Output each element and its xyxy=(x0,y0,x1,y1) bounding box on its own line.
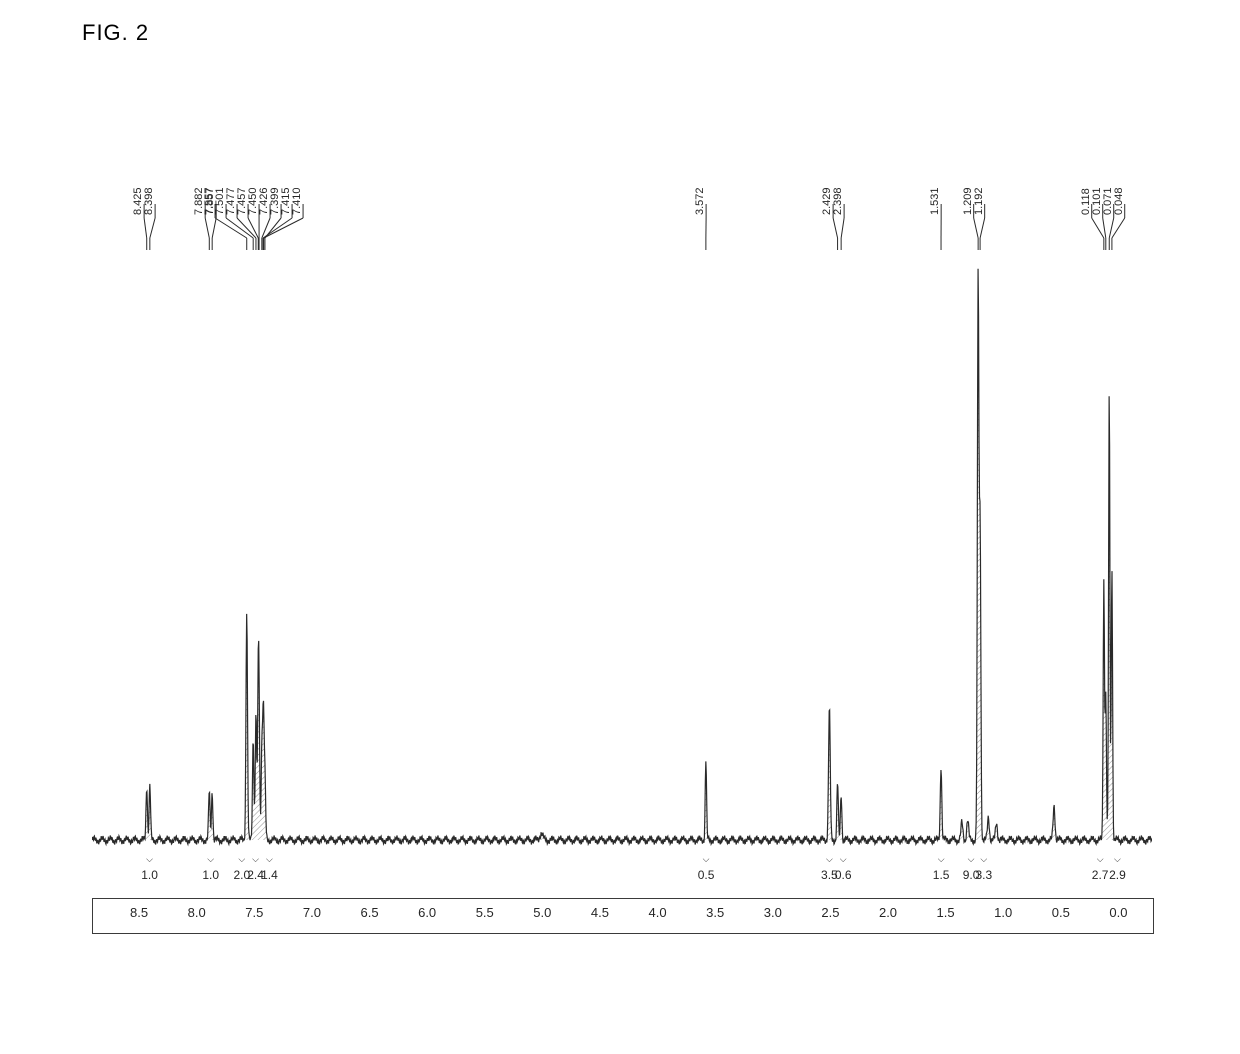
integral-bracket-icon: ⌵ xyxy=(1097,856,1104,862)
integral-value-label: 3.3 xyxy=(975,868,992,882)
x-axis-tick-label: 4.0 xyxy=(649,905,667,920)
peak-ppm-label: 7.410 xyxy=(292,187,303,215)
x-axis-tick-label: 8.0 xyxy=(188,905,206,920)
x-axis-tick-label: 4.5 xyxy=(591,905,609,920)
integral-bracket-icon: ⌵ xyxy=(266,856,273,862)
x-axis-tick-label: 8.5 xyxy=(130,905,148,920)
x-axis-tick-label: 0.5 xyxy=(1052,905,1070,920)
peak-ppm-label: 3.572 xyxy=(695,187,706,215)
integral-value-label: 2.9 xyxy=(1109,868,1126,882)
x-axis-tick-label: 7.5 xyxy=(245,905,263,920)
integral-bracket-icon: ⌵ xyxy=(207,856,214,862)
spectrum-trace xyxy=(92,140,1152,870)
x-axis-tick-label: 5.5 xyxy=(476,905,494,920)
x-axis-tick-label: 3.0 xyxy=(764,905,782,920)
x-axis-tick-label: 7.0 xyxy=(303,905,321,920)
figure-title: FIG. 2 xyxy=(82,20,149,46)
x-axis-tick-label: 6.5 xyxy=(360,905,378,920)
x-axis-tick-label: 2.0 xyxy=(879,905,897,920)
integral-bracket-icon: ⌵ xyxy=(703,856,710,862)
integral-value-label: 0.6 xyxy=(835,868,852,882)
integral-bracket-icon: ⌵ xyxy=(826,856,833,862)
integral-value-label: 0.5 xyxy=(698,868,715,882)
integral-bracket-icon: ⌵ xyxy=(938,856,945,862)
x-axis-tick-label: 1.5 xyxy=(937,905,955,920)
x-axis-tick-label: 5.0 xyxy=(533,905,551,920)
peak-ppm-label: 8.398 xyxy=(144,187,155,215)
integral-value-label: 1.4 xyxy=(261,868,278,882)
integral-bracket-icon: ⌵ xyxy=(1114,856,1121,862)
peak-ppm-label: 1.192 xyxy=(974,187,985,215)
x-axis-tick-label: 3.5 xyxy=(706,905,724,920)
integral-bracket-icon: ⌵ xyxy=(146,856,153,862)
peak-ppm-label: 1.531 xyxy=(930,187,941,215)
x-axis-tick-label: 0.0 xyxy=(1109,905,1127,920)
peak-ppm-label: 0.048 xyxy=(1114,187,1125,215)
integral-bracket-icon: ⌵ xyxy=(968,856,975,862)
integral-value-label: 1.0 xyxy=(141,868,158,882)
x-axis-ruler: 8.5 8.0 7.5 7.0 6.5 6.0 5.5 5.0 4.5 4.0 3.5 3.0 2.5 2… xyxy=(92,898,1154,934)
x-axis-tick-label: 2.5 xyxy=(821,905,839,920)
integral-value-label: 2.7 xyxy=(1092,868,1109,882)
x-axis-tick-label: 1.0 xyxy=(994,905,1012,920)
integral-bracket-icon: ⌵ xyxy=(252,856,259,862)
integral-value-label: 1.0 xyxy=(202,868,219,882)
peak-ppm-label: 2.398 xyxy=(833,187,844,215)
x-axis-tick-label: 6.0 xyxy=(418,905,436,920)
integral-bracket-icon: ⌵ xyxy=(238,856,245,862)
integral-bracket-icon: ⌵ xyxy=(980,856,987,862)
integral-value-label: 1.5 xyxy=(933,868,950,882)
integral-bracket-icon: ⌵ xyxy=(840,856,847,862)
nmr-spectrum-plot: 8.4258.3987.8827.8577.5577.5017.4777.457… xyxy=(92,140,1152,870)
